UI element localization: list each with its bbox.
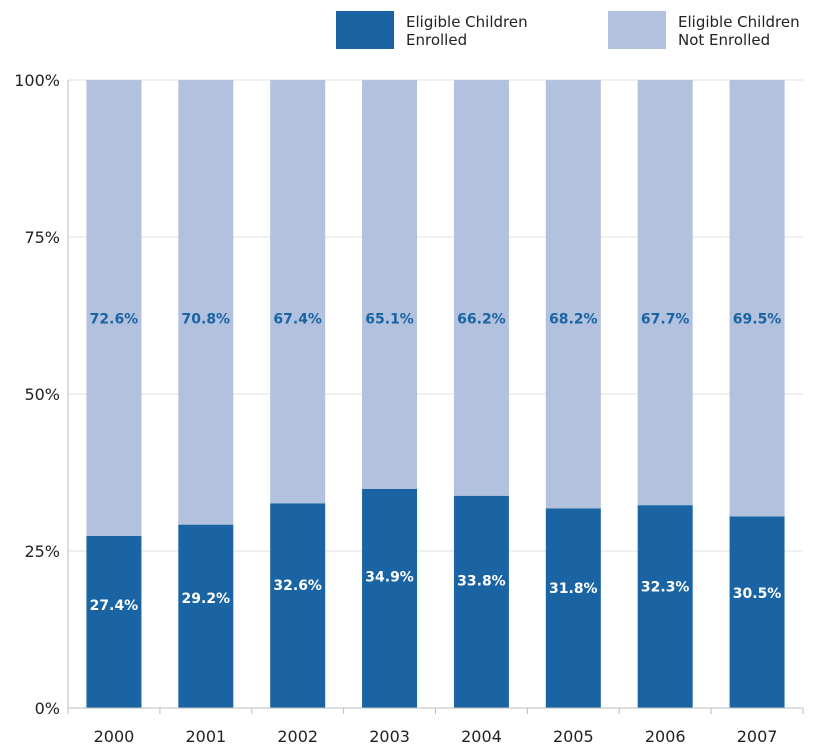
bar-label-not-enrolled: 70.8% [182,312,231,328]
bar-label-enrolled: 32.6% [273,578,322,594]
bar-segment-not-enrolled [545,80,601,509]
legend-swatch [336,11,394,49]
bar-segment-enrolled [453,495,509,708]
bar-segment-enrolled [178,524,234,708]
bar-segment-not-enrolled [178,80,234,525]
legend-label: Enrolled [406,31,467,49]
x-tick-label: 2001 [185,727,226,746]
bar-label-not-enrolled: 65.1% [365,312,414,328]
x-tick-label: 2000 [94,727,135,746]
bar-segment-not-enrolled [362,80,418,489]
bar-segment-not-enrolled [270,80,326,504]
x-tick-label: 2003 [369,727,410,746]
axes: 0% 25% 50% 75% 100% 2000 2001 2002 2003 2004 2005 2… [14,71,804,746]
y-tick-label: 100% [14,71,60,90]
legend-swatch [608,11,666,49]
bar-segment-enrolled [637,505,693,708]
gridlines [68,79,803,552]
legend-label: Eligible Children [406,13,528,31]
bar-segment-enrolled [270,503,326,708]
y-tick-label: 75% [24,228,60,247]
x-tick-label: 2004 [461,727,502,746]
bar-label-enrolled: 31.8% [549,581,598,597]
bar-label-not-enrolled: 67.4% [273,312,322,328]
bar-segment-enrolled [545,508,601,708]
bar-label-enrolled: 32.3% [641,579,690,595]
bar-label-not-enrolled: 69.5% [733,312,782,328]
bar-label-enrolled: 33.8% [457,574,506,590]
bar-segment-enrolled [86,535,142,708]
legend-label: Eligible Children [678,13,800,31]
bar-label-not-enrolled: 72.6% [90,312,139,328]
bar-label-not-enrolled: 68.2% [549,312,598,328]
bar-segment-not-enrolled [729,80,785,517]
x-tick-label: 2005 [553,727,594,746]
x-tick-label: 2006 [645,727,686,746]
bars [86,80,785,708]
bar-label-enrolled: 34.9% [365,569,414,585]
bar-segment-not-enrolled [453,80,509,496]
bar-label-enrolled: 30.5% [733,586,782,602]
x-tick-label: 2007 [737,727,778,746]
y-tick-label: 0% [35,699,60,718]
x-tick-label: 2002 [277,727,318,746]
bar-segment-not-enrolled [86,80,142,536]
bar-label-not-enrolled: 66.2% [457,312,506,328]
bar-label-enrolled: 29.2% [182,591,231,607]
bar-label-enrolled: 27.4% [90,598,139,614]
bar-label-not-enrolled: 67.7% [641,312,690,328]
bar-labels: 27.4% 72.6% 29.2% 70.8% 32.6% 67.4% 34.9% 65.1%… [90,312,782,614]
bar-segment-not-enrolled [637,80,693,506]
legend-label: Not Enrolled [678,31,770,49]
y-tick-label: 50% [24,385,60,404]
bar-segment-enrolled [729,516,785,708]
bar-segment-enrolled [362,488,418,708]
y-tick-label: 25% [24,542,60,561]
